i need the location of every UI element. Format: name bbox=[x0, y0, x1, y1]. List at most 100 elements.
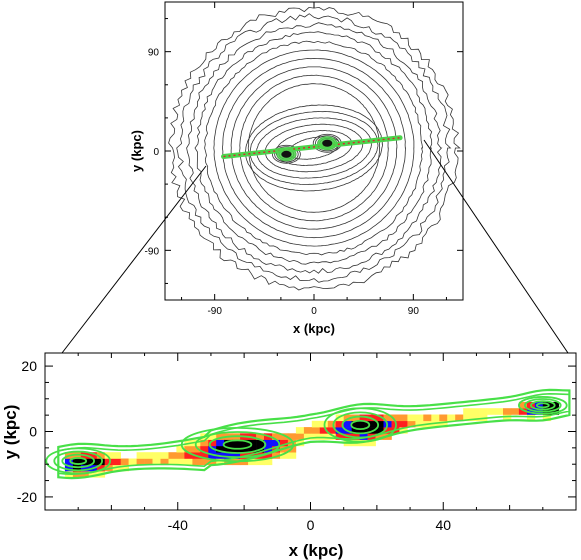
contour-level bbox=[230, 66, 398, 230]
bottom-contours bbox=[45, 388, 571, 480]
heat-cell bbox=[367, 427, 376, 434]
contour-level bbox=[245, 104, 384, 192]
contour-level bbox=[194, 31, 433, 265]
heat-cell bbox=[303, 433, 313, 440]
heat-cell bbox=[407, 414, 416, 422]
heat-cell bbox=[72, 458, 82, 466]
heat-cell bbox=[439, 420, 448, 428]
heat-cell bbox=[447, 414, 456, 422]
heat-cell bbox=[272, 433, 281, 440]
heat-cell bbox=[120, 458, 129, 466]
heat-cell bbox=[534, 401, 544, 409]
heat-cell bbox=[311, 433, 321, 440]
zoom-line-left bbox=[61, 165, 207, 354]
heat-cell bbox=[104, 458, 113, 466]
heat-cell bbox=[264, 439, 273, 447]
heat-cell bbox=[327, 433, 337, 440]
clump-contour bbox=[323, 407, 397, 443]
heat-cell bbox=[383, 414, 392, 422]
heat-cell bbox=[503, 414, 512, 422]
stream-band bbox=[220, 135, 403, 160]
clump-contour bbox=[61, 453, 95, 469]
x-tick-label: 90 bbox=[408, 306, 420, 317]
heat-cell bbox=[248, 458, 257, 466]
bottom-ylabel: y (kpc) bbox=[1, 405, 20, 460]
heat-cell bbox=[295, 439, 305, 447]
heat-cell bbox=[96, 464, 106, 472]
heat-cell bbox=[160, 458, 169, 466]
x-tick-label: 40 bbox=[435, 517, 451, 533]
heat-cell bbox=[248, 439, 257, 447]
clump-contour bbox=[524, 398, 562, 413]
heat-cell bbox=[423, 414, 432, 422]
heat-cell bbox=[88, 471, 98, 478]
heat-cell bbox=[431, 414, 440, 422]
heat-cell bbox=[431, 420, 440, 428]
heat-cell bbox=[200, 439, 209, 447]
heat-cell bbox=[120, 464, 129, 472]
contour-level bbox=[213, 49, 415, 247]
heat-cell bbox=[367, 420, 376, 428]
heat-cell bbox=[471, 408, 480, 415]
heat-cell bbox=[407, 420, 416, 428]
heat-cell bbox=[280, 433, 289, 440]
heat-cell bbox=[335, 433, 344, 440]
heat-cell bbox=[303, 427, 313, 434]
clump-contour bbox=[332, 411, 389, 439]
heat-cell bbox=[216, 445, 225, 453]
heat-cell bbox=[264, 458, 273, 466]
heat-cell bbox=[503, 408, 512, 415]
clump-contour bbox=[222, 439, 253, 450]
clump-contour bbox=[180, 426, 295, 463]
contour-level bbox=[176, 13, 452, 283]
heat-cell bbox=[208, 433, 217, 440]
heat-cell bbox=[383, 427, 392, 434]
clump-contour bbox=[53, 450, 103, 472]
heat-cell bbox=[152, 452, 161, 459]
clump-contour bbox=[518, 396, 568, 415]
bottom-ticks bbox=[44, 353, 577, 510]
heat-cell bbox=[224, 445, 233, 453]
heat-cell bbox=[192, 458, 201, 466]
heat-cell bbox=[351, 420, 360, 428]
heat-cell bbox=[152, 458, 161, 466]
heat-cell bbox=[518, 408, 528, 415]
contour-level bbox=[247, 83, 381, 213]
heat-cell bbox=[526, 414, 536, 422]
top-contours bbox=[168, 6, 461, 291]
heat-cell bbox=[184, 458, 193, 466]
heat-cell bbox=[272, 439, 281, 447]
heat-cell bbox=[399, 414, 408, 422]
heat-cell bbox=[487, 408, 496, 415]
heat-cell bbox=[168, 452, 177, 459]
contour-level bbox=[204, 40, 424, 256]
outer-contour bbox=[57, 392, 571, 476]
heat-cell bbox=[64, 464, 74, 472]
heat-cell bbox=[343, 420, 352, 428]
heat-cell bbox=[208, 439, 217, 447]
heat-cell bbox=[264, 452, 273, 459]
bottom-panel: -40 0 40 -20 0 20 x (kpc) y (kpc) bbox=[1, 352, 577, 560]
heat-cell bbox=[176, 445, 185, 453]
heat-cell bbox=[550, 408, 560, 415]
y-tick-label: -20 bbox=[17, 489, 37, 505]
heat-cell bbox=[176, 458, 185, 466]
heat-cell bbox=[224, 452, 233, 459]
outer-contour bbox=[57, 388, 571, 480]
heat-cell bbox=[176, 452, 185, 459]
heat-cell bbox=[335, 420, 344, 428]
heat-cell bbox=[88, 458, 98, 466]
heat-cell bbox=[415, 414, 424, 422]
core-contour bbox=[271, 144, 301, 164]
x-tick-label: 0 bbox=[307, 517, 315, 533]
stream-core-peak bbox=[322, 139, 333, 147]
top-stream bbox=[220, 135, 403, 162]
heat-cell bbox=[88, 452, 98, 459]
heat-cell bbox=[343, 414, 352, 422]
x-tick-label: -40 bbox=[168, 517, 188, 533]
heat-cell bbox=[216, 433, 225, 440]
heat-cell bbox=[319, 433, 329, 440]
heat-cell bbox=[216, 458, 225, 466]
heat-cell bbox=[287, 452, 297, 459]
